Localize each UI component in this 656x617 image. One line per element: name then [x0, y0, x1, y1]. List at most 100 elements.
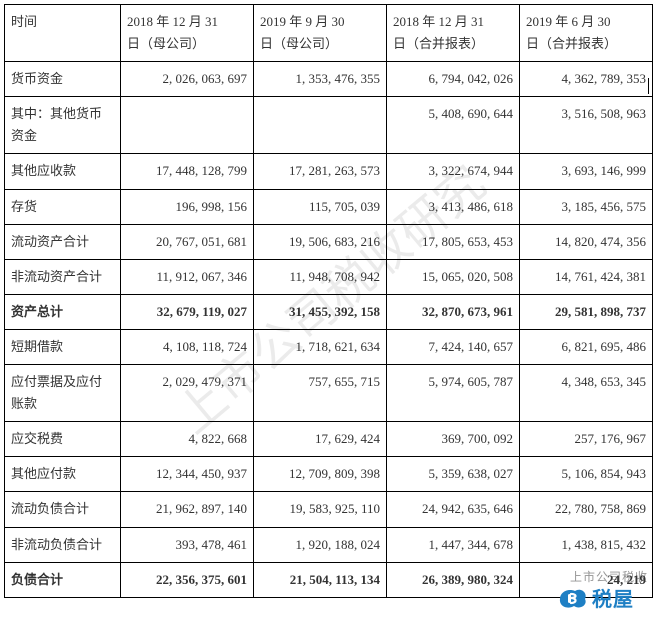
logo-text: 税屋 — [592, 583, 634, 612]
row-label: 其中：其他货币资金 — [5, 97, 121, 154]
row-label: 流动负债合计 — [5, 492, 121, 527]
header-col-1: 2018 年 12 月 31日（母公司） — [121, 5, 254, 62]
cell-value: 115, 705, 039 — [254, 189, 387, 224]
cell-value: 393, 478, 461 — [121, 527, 254, 562]
financial-table: 时间2018 年 12 月 31日（母公司）2019 年 9 月 30日（母公司… — [4, 4, 653, 598]
table-row: 存货196, 998, 156115, 705, 0393, 413, 486,… — [5, 189, 653, 224]
row-label: 流动资产合计 — [5, 224, 121, 259]
cell-value: 6, 794, 042, 026 — [387, 62, 520, 97]
cell-value: 369, 700, 092 — [387, 422, 520, 457]
table-row: 流动负债合计21, 962, 897, 14019, 583, 925, 110… — [5, 492, 653, 527]
cell-value: 5, 359, 638, 027 — [387, 457, 520, 492]
cell-value: 11, 948, 708, 942 — [254, 259, 387, 294]
row-label: 负债合计 — [5, 562, 121, 597]
header-line2: 日（合并报表） — [393, 33, 513, 55]
table-row: 应付票据及应付账款2, 029, 479, 371757, 655, 7155,… — [5, 365, 653, 422]
header-row: 时间2018 年 12 月 31日（母公司）2019 年 9 月 30日（母公司… — [5, 5, 653, 62]
table-row: 非流动资产合计11, 912, 067, 34611, 948, 708, 94… — [5, 259, 653, 294]
row-label: 非流动资产合计 — [5, 259, 121, 294]
table-row: 短期借款4, 108, 118, 7241, 718, 621, 6347, 4… — [5, 329, 653, 364]
header-line1: 2018 年 12 月 31 — [127, 11, 247, 33]
cell-value: 14, 820, 474, 356 — [520, 224, 653, 259]
header-line2: 日（合并报表） — [526, 33, 646, 55]
cell-value: 22, 780, 758, 869 — [520, 492, 653, 527]
row-label: 其他应付款 — [5, 457, 121, 492]
cell-value: 3, 322, 674, 944 — [387, 154, 520, 189]
header-col-4: 2019 年 6 月 30日（合并报表） — [520, 5, 653, 62]
cell-value: 17, 448, 128, 799 — [121, 154, 254, 189]
table-row: 其中：其他货币资金 5, 408, 690, 6443, 516, 508, 96… — [5, 97, 653, 154]
header-line1: 2019 年 9 月 30 — [260, 11, 380, 33]
cell-value: 19, 583, 925, 110 — [254, 492, 387, 527]
cell-value: 5, 106, 854, 943 — [520, 457, 653, 492]
header-line1: 2019 年 6 月 30 — [526, 11, 646, 33]
cell-value: 29, 581, 898, 737 — [520, 294, 653, 329]
cell-value: 15, 065, 020, 508 — [387, 259, 520, 294]
table-row: 非流动负债合计393, 478, 4611, 920, 188, 0241, 4… — [5, 527, 653, 562]
cell-value: 17, 629, 424 — [254, 422, 387, 457]
row-label: 存货 — [5, 189, 121, 224]
cell-value: 24, 942, 635, 646 — [387, 492, 520, 527]
header-line2: 日（母公司） — [260, 33, 380, 55]
cell-value: 4, 362, 789, 353 — [520, 62, 653, 97]
row-label: 非流动负债合计 — [5, 527, 121, 562]
cell-value: 20, 767, 051, 681 — [121, 224, 254, 259]
table-row: 应交税费4, 822, 66817, 629, 424369, 700, 092… — [5, 422, 653, 457]
cell-value: 257, 176, 967 — [520, 422, 653, 457]
cell-value: 1, 718, 621, 634 — [254, 329, 387, 364]
cell-value: 2, 026, 063, 697 — [121, 62, 254, 97]
cell-value: 32, 679, 119, 027 — [121, 294, 254, 329]
row-label: 应付票据及应付账款 — [5, 365, 121, 422]
cell-value: 32, 870, 673, 961 — [387, 294, 520, 329]
header-col-3: 2018 年 12 月 31日（合并报表） — [387, 5, 520, 62]
header-line1: 2018 年 12 月 31 — [393, 11, 513, 33]
row-label: 其他应收款 — [5, 154, 121, 189]
logo-container: 税屋 — [558, 583, 634, 612]
table-row: 其他应收款17, 448, 128, 79917, 281, 263, 5733… — [5, 154, 653, 189]
cell-value: 3, 516, 508, 963 — [520, 97, 653, 154]
row-label: 资产总计 — [5, 294, 121, 329]
table-row: 资产总计32, 679, 119, 02731, 455, 392, 15832… — [5, 294, 653, 329]
cell-value: 3, 185, 456, 575 — [520, 189, 653, 224]
cell-value: 12, 709, 809, 398 — [254, 457, 387, 492]
cell-value — [254, 97, 387, 154]
table-row: 货币资金2, 026, 063, 6971, 353, 476, 3556, 7… — [5, 62, 653, 97]
cell-value: 11, 912, 067, 346 — [121, 259, 254, 294]
cell-value: 17, 281, 263, 573 — [254, 154, 387, 189]
row-label: 应交税费 — [5, 422, 121, 457]
cell-value: 2, 029, 479, 371 — [121, 365, 254, 422]
cell-value: 22, 356, 375, 601 — [121, 562, 254, 597]
row-label: 短期借款 — [5, 329, 121, 364]
header-time: 时间 — [5, 5, 121, 62]
cell-value: 3, 413, 486, 618 — [387, 189, 520, 224]
cell-value: 19, 506, 683, 216 — [254, 224, 387, 259]
header-line2: 日（母公司） — [127, 33, 247, 55]
cell-value: 12, 344, 450, 937 — [121, 457, 254, 492]
cell-value: 196, 998, 156 — [121, 189, 254, 224]
cell-value: 1, 447, 344, 678 — [387, 527, 520, 562]
cell-value: 4, 108, 118, 724 — [121, 329, 254, 364]
cell-value: 5, 408, 690, 644 — [387, 97, 520, 154]
cell-value: 3, 693, 146, 999 — [520, 154, 653, 189]
cell-value: 14, 761, 424, 381 — [520, 259, 653, 294]
cell-value: 31, 455, 392, 158 — [254, 294, 387, 329]
cell-value — [121, 97, 254, 154]
cell-value: 26, 389, 980, 324 — [387, 562, 520, 597]
cell-value: 17, 805, 653, 453 — [387, 224, 520, 259]
table-row: 流动资产合计20, 767, 051, 68119, 506, 683, 216… — [5, 224, 653, 259]
cell-value: 757, 655, 715 — [254, 365, 387, 422]
cell-value: 21, 504, 113, 134 — [254, 562, 387, 597]
cell-value: 7, 424, 140, 657 — [387, 329, 520, 364]
cell-value: 6, 821, 695, 486 — [520, 329, 653, 364]
cell-value: 1, 353, 476, 355 — [254, 62, 387, 97]
table-row: 其他应付款12, 344, 450, 93712, 709, 809, 3985… — [5, 457, 653, 492]
row-label: 货币资金 — [5, 62, 121, 97]
cell-value: 5, 974, 605, 787 — [387, 365, 520, 422]
cell-value: 4, 348, 653, 345 — [520, 365, 653, 422]
cell-value: 21, 962, 897, 140 — [121, 492, 254, 527]
cell-value: 1, 920, 188, 024 — [254, 527, 387, 562]
cell-value: 1, 438, 815, 432 — [520, 527, 653, 562]
table-row: 负债合计22, 356, 375, 60121, 504, 113, 13426… — [5, 562, 653, 597]
header-col-2: 2019 年 9 月 30日（母公司） — [254, 5, 387, 62]
logo-icon — [558, 585, 588, 611]
